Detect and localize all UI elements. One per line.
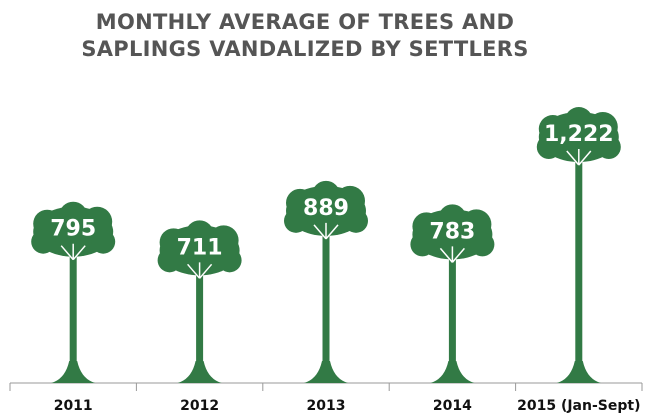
value-label: 783 [429,219,475,244]
value-label: 711 [177,235,223,260]
tree-trunk [323,216,330,383]
x-tick-label: 2015 (Jan-Sept) [517,398,640,414]
x-tick-label: 2013 [307,398,346,414]
page: {"chart_data": {"type": "pictograph", "t… [0,0,656,417]
value-label: 1,222 [544,122,614,147]
tree-roots [304,361,348,383]
chart-title: MONTHLY AVERAGE OF TREES AND [96,10,514,34]
x-tick-label: 2014 [433,398,472,414]
tree-trunk [575,142,582,383]
x-tick-label: 2012 [180,398,219,414]
value-label: 889 [303,196,349,221]
chart-title: SAPLINGS VANDALIZED BY SETTLERS [81,37,528,61]
chart: MONTHLY AVERAGE OF TREES AND SAPLINGS VA… [0,0,656,417]
tree-roots [178,361,222,383]
x-tick-label: 2011 [54,398,93,414]
value-label: 795 [50,217,96,242]
tree-roots [430,361,474,383]
tree [537,107,621,383]
tree-roots [557,361,601,383]
tree-roots [51,361,95,383]
